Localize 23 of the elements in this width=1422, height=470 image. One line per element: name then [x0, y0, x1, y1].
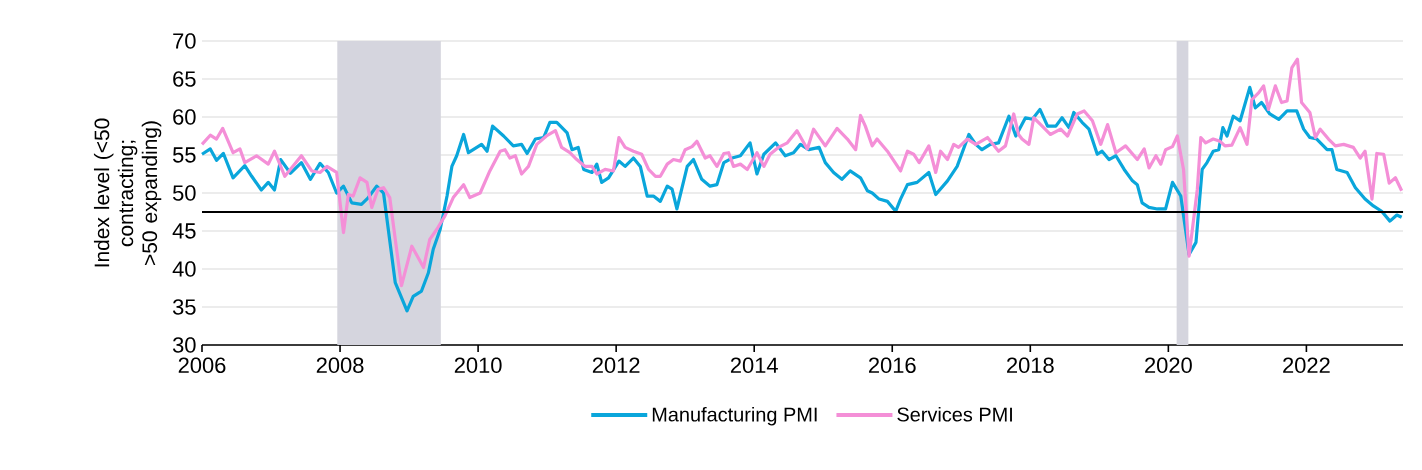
y-tick-label: 50 [172, 185, 196, 201]
x-tick-label: 2014 [730, 357, 778, 374]
x-tick-label: 2020 [1145, 357, 1192, 374]
x-tick-label: 2016 [868, 357, 916, 374]
line-series [200, 57, 1404, 288]
x-tick-label: 2008 [316, 357, 364, 374]
y-tick-label: 45 [172, 223, 196, 239]
y-tick-label: 70 [173, 33, 196, 49]
y-tick-label: 30 [172, 337, 196, 353]
y-tick-label: 60 [173, 109, 196, 125]
legend-label: Services PMI [897, 406, 1012, 422]
y-axis-title: Index level (<50 contracting; >50 expanding) [93, 118, 162, 267]
y-tick-label: 35 [172, 299, 196, 315]
legend-label: Manufacturing PMI [652, 406, 817, 426]
x-tick-label: 2006 [178, 357, 226, 374]
x-tick-label: 2022 [1283, 357, 1330, 374]
x-tick-label: 2012 [592, 357, 640, 374]
x-tick-label: 2010 [454, 357, 502, 374]
y-tick-label: 40 [172, 261, 196, 277]
x-tick-label: 2018 [1007, 357, 1054, 374]
y-tick-label: 55 [172, 147, 196, 163]
y-tick-label: 65 [173, 71, 196, 87]
line-series [200, 85, 1404, 313]
